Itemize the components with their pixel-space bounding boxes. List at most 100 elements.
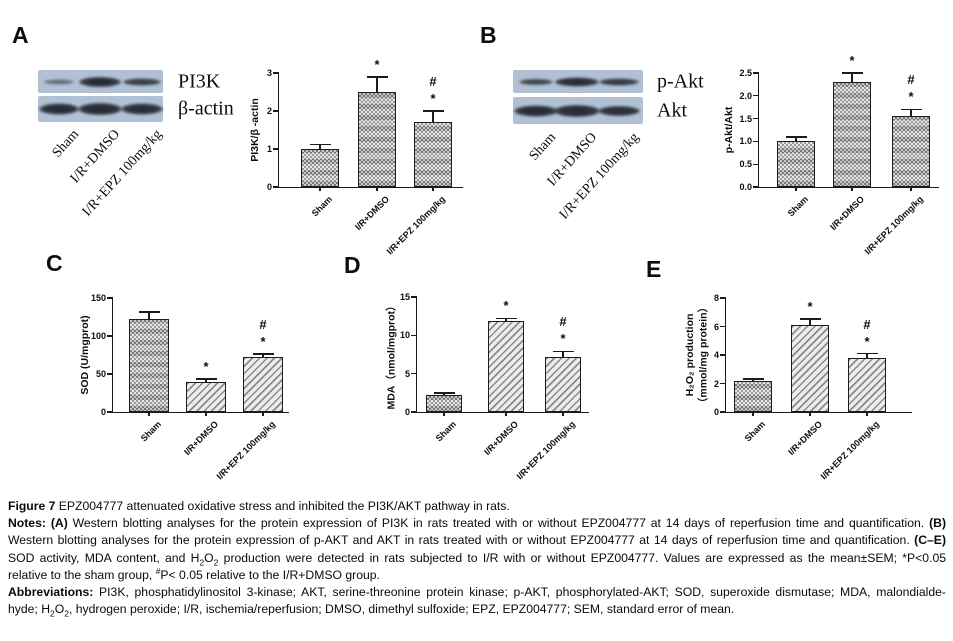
bar-i-r-epz-100mg-kg bbox=[414, 122, 452, 187]
y-tick-label: 8 bbox=[713, 293, 719, 303]
y-tick-label: 2.5 bbox=[739, 68, 752, 78]
panel-e-chart: 0 2 4 6 8 H₂O₂ production （mmol/mg protein） Sha… bbox=[684, 293, 912, 481]
y-axis-tick bbox=[411, 334, 417, 337]
error-bar-stem bbox=[505, 318, 507, 321]
y-tick-label: 1.5 bbox=[739, 113, 752, 124]
error-bar-stem bbox=[319, 144, 321, 149]
wb-band bbox=[555, 77, 599, 86]
bar-i-r-dmso bbox=[488, 320, 524, 412]
caption-text: Western blotting analyses for the protei… bbox=[8, 533, 915, 548]
error-bar-cap bbox=[552, 350, 574, 353]
bar-i-r-epz-100mg-kg bbox=[848, 357, 886, 412]
caption-text: production were detected in rats subject… bbox=[218, 550, 947, 565]
wb-band bbox=[519, 78, 553, 85]
bar-i-r-dmso bbox=[833, 82, 871, 187]
y-tick-label: 2.0 bbox=[739, 90, 752, 101]
bar-sham bbox=[301, 149, 339, 187]
error-bar-stem bbox=[262, 354, 264, 358]
caption-line: Figure 7 EPZ004777 attenuated oxidative … bbox=[8, 498, 946, 515]
blot-target-label: β-actin bbox=[178, 97, 234, 120]
bar-i-r-epz-100mg-kg bbox=[892, 116, 930, 187]
wb-strip bbox=[38, 70, 163, 93]
y-axis-tick bbox=[720, 411, 726, 413]
significance-marker: * bbox=[849, 53, 855, 68]
panel-d-letter: D bbox=[344, 252, 361, 278]
y-axis-tick bbox=[107, 373, 113, 375]
y-axis-tick bbox=[107, 335, 113, 337]
x-axis-tick bbox=[376, 187, 378, 191]
caption-line: Notes: (A) Western blotting analyses for… bbox=[8, 515, 946, 532]
x-axis-tick bbox=[319, 187, 321, 191]
y-tick-label: 2 bbox=[266, 106, 272, 116]
error-bar-cap bbox=[841, 72, 863, 74]
y-tick-label: 0 bbox=[266, 182, 272, 192]
error-bar-cap bbox=[433, 391, 455, 394]
bar-i-r-epz-100mg-kg bbox=[243, 357, 283, 412]
y-axis-tick bbox=[411, 296, 417, 298]
y-axis-tick bbox=[411, 411, 417, 413]
wb-band bbox=[78, 103, 122, 115]
significance-marker: # bbox=[863, 316, 871, 332]
y-axis-label: SOD (U/mgprot) bbox=[79, 315, 91, 395]
caption-line: Western blotting analyses for the protei… bbox=[8, 532, 946, 549]
error-bar-stem bbox=[809, 318, 811, 326]
y-axis-tick bbox=[273, 186, 279, 188]
y-tick-label: 2 bbox=[713, 378, 719, 389]
significance-marker: # bbox=[259, 317, 267, 333]
panel-b-western-blot: p-Akt Akt Sham I/R+DMSO I/R+EPZ 100mg/kg bbox=[513, 70, 763, 230]
caption-line: SOD activity, MDA content, and H2O2 prod… bbox=[8, 550, 946, 567]
caption-text: , hydrogen peroxide; I/R, ischemia/reper… bbox=[68, 602, 735, 617]
caption-line: Abbreviations: PI3K, phosphatidylinosito… bbox=[8, 584, 946, 601]
caption-line: hyde; H2O2, hydrogen peroxide; I/R, isch… bbox=[8, 601, 946, 618]
y-axis-tick bbox=[107, 297, 113, 299]
y-tick-label: 15 bbox=[399, 292, 410, 302]
blot-target-label: Akt bbox=[657, 99, 687, 121]
panel-b-letter: B bbox=[480, 22, 497, 48]
y-axis-tick bbox=[753, 72, 759, 74]
x-category-label: I/R+DMSO bbox=[353, 194, 392, 233]
x-category-label: I/R+DMSO bbox=[828, 194, 867, 233]
y-axis-tick bbox=[753, 186, 759, 188]
caption-text: (B) bbox=[929, 516, 946, 531]
error-bar-stem bbox=[376, 76, 378, 92]
caption-text: O bbox=[204, 550, 214, 565]
y-axis-tick bbox=[753, 163, 759, 165]
y-axis-tick bbox=[720, 354, 726, 356]
wb-band bbox=[554, 104, 600, 117]
caption-text: EPZ004777 attenuated oxidative stress an… bbox=[55, 499, 510, 513]
caption-text: Western blotting analyses for the protei… bbox=[67, 516, 930, 531]
caption-text: Abbreviations: bbox=[8, 585, 94, 600]
error-bar-stem bbox=[851, 73, 853, 83]
error-bar-cap bbox=[742, 378, 764, 380]
y-tick-label: 1 bbox=[266, 144, 272, 154]
bar-sham bbox=[426, 395, 462, 412]
y-axis-tick bbox=[411, 372, 417, 375]
caption-text: SOD activity, MDA content, and H bbox=[8, 550, 200, 565]
blot-target-label: p-Akt bbox=[657, 70, 704, 92]
x-axis-tick bbox=[866, 412, 868, 416]
wb-strip bbox=[513, 97, 643, 124]
wb-band bbox=[44, 79, 74, 84]
bar-i-r-epz-100mg-kg bbox=[545, 356, 581, 412]
y-tick-label: 100 bbox=[90, 331, 106, 341]
error-bar-cap bbox=[195, 378, 217, 381]
error-bar-stem bbox=[443, 392, 445, 396]
wb-band bbox=[123, 78, 161, 85]
panel-b-chart: 0.0 0.5 1.0 1.5 2.0 2.5 p-Akt/Akt Sham * I/R+DMSO… bbox=[723, 53, 939, 256]
caption-text: PI3K, phosphatidylinositol 3-kinase; AKT… bbox=[93, 585, 946, 600]
panel-d-chart: 0 5 10 15 MDA（nmol/mgprot） Sham * I/R+DMSO # * I/R… bbox=[386, 292, 589, 481]
y-tick-label: 0.0 bbox=[739, 182, 752, 192]
wb-band bbox=[599, 78, 639, 85]
y-tick-label: 150 bbox=[90, 293, 106, 303]
wb-strip bbox=[513, 70, 643, 93]
error-bar-cap bbox=[422, 110, 444, 112]
wb-band bbox=[598, 105, 640, 116]
significance-marker: # bbox=[429, 74, 437, 89]
y-axis-label: p-Akt/Akt bbox=[723, 106, 735, 154]
significance-marker: * bbox=[503, 298, 509, 314]
error-bar-cap bbox=[495, 317, 517, 320]
bar-sham bbox=[734, 380, 772, 412]
x-axis-tick bbox=[752, 412, 754, 416]
y-axis-tick bbox=[273, 72, 279, 74]
